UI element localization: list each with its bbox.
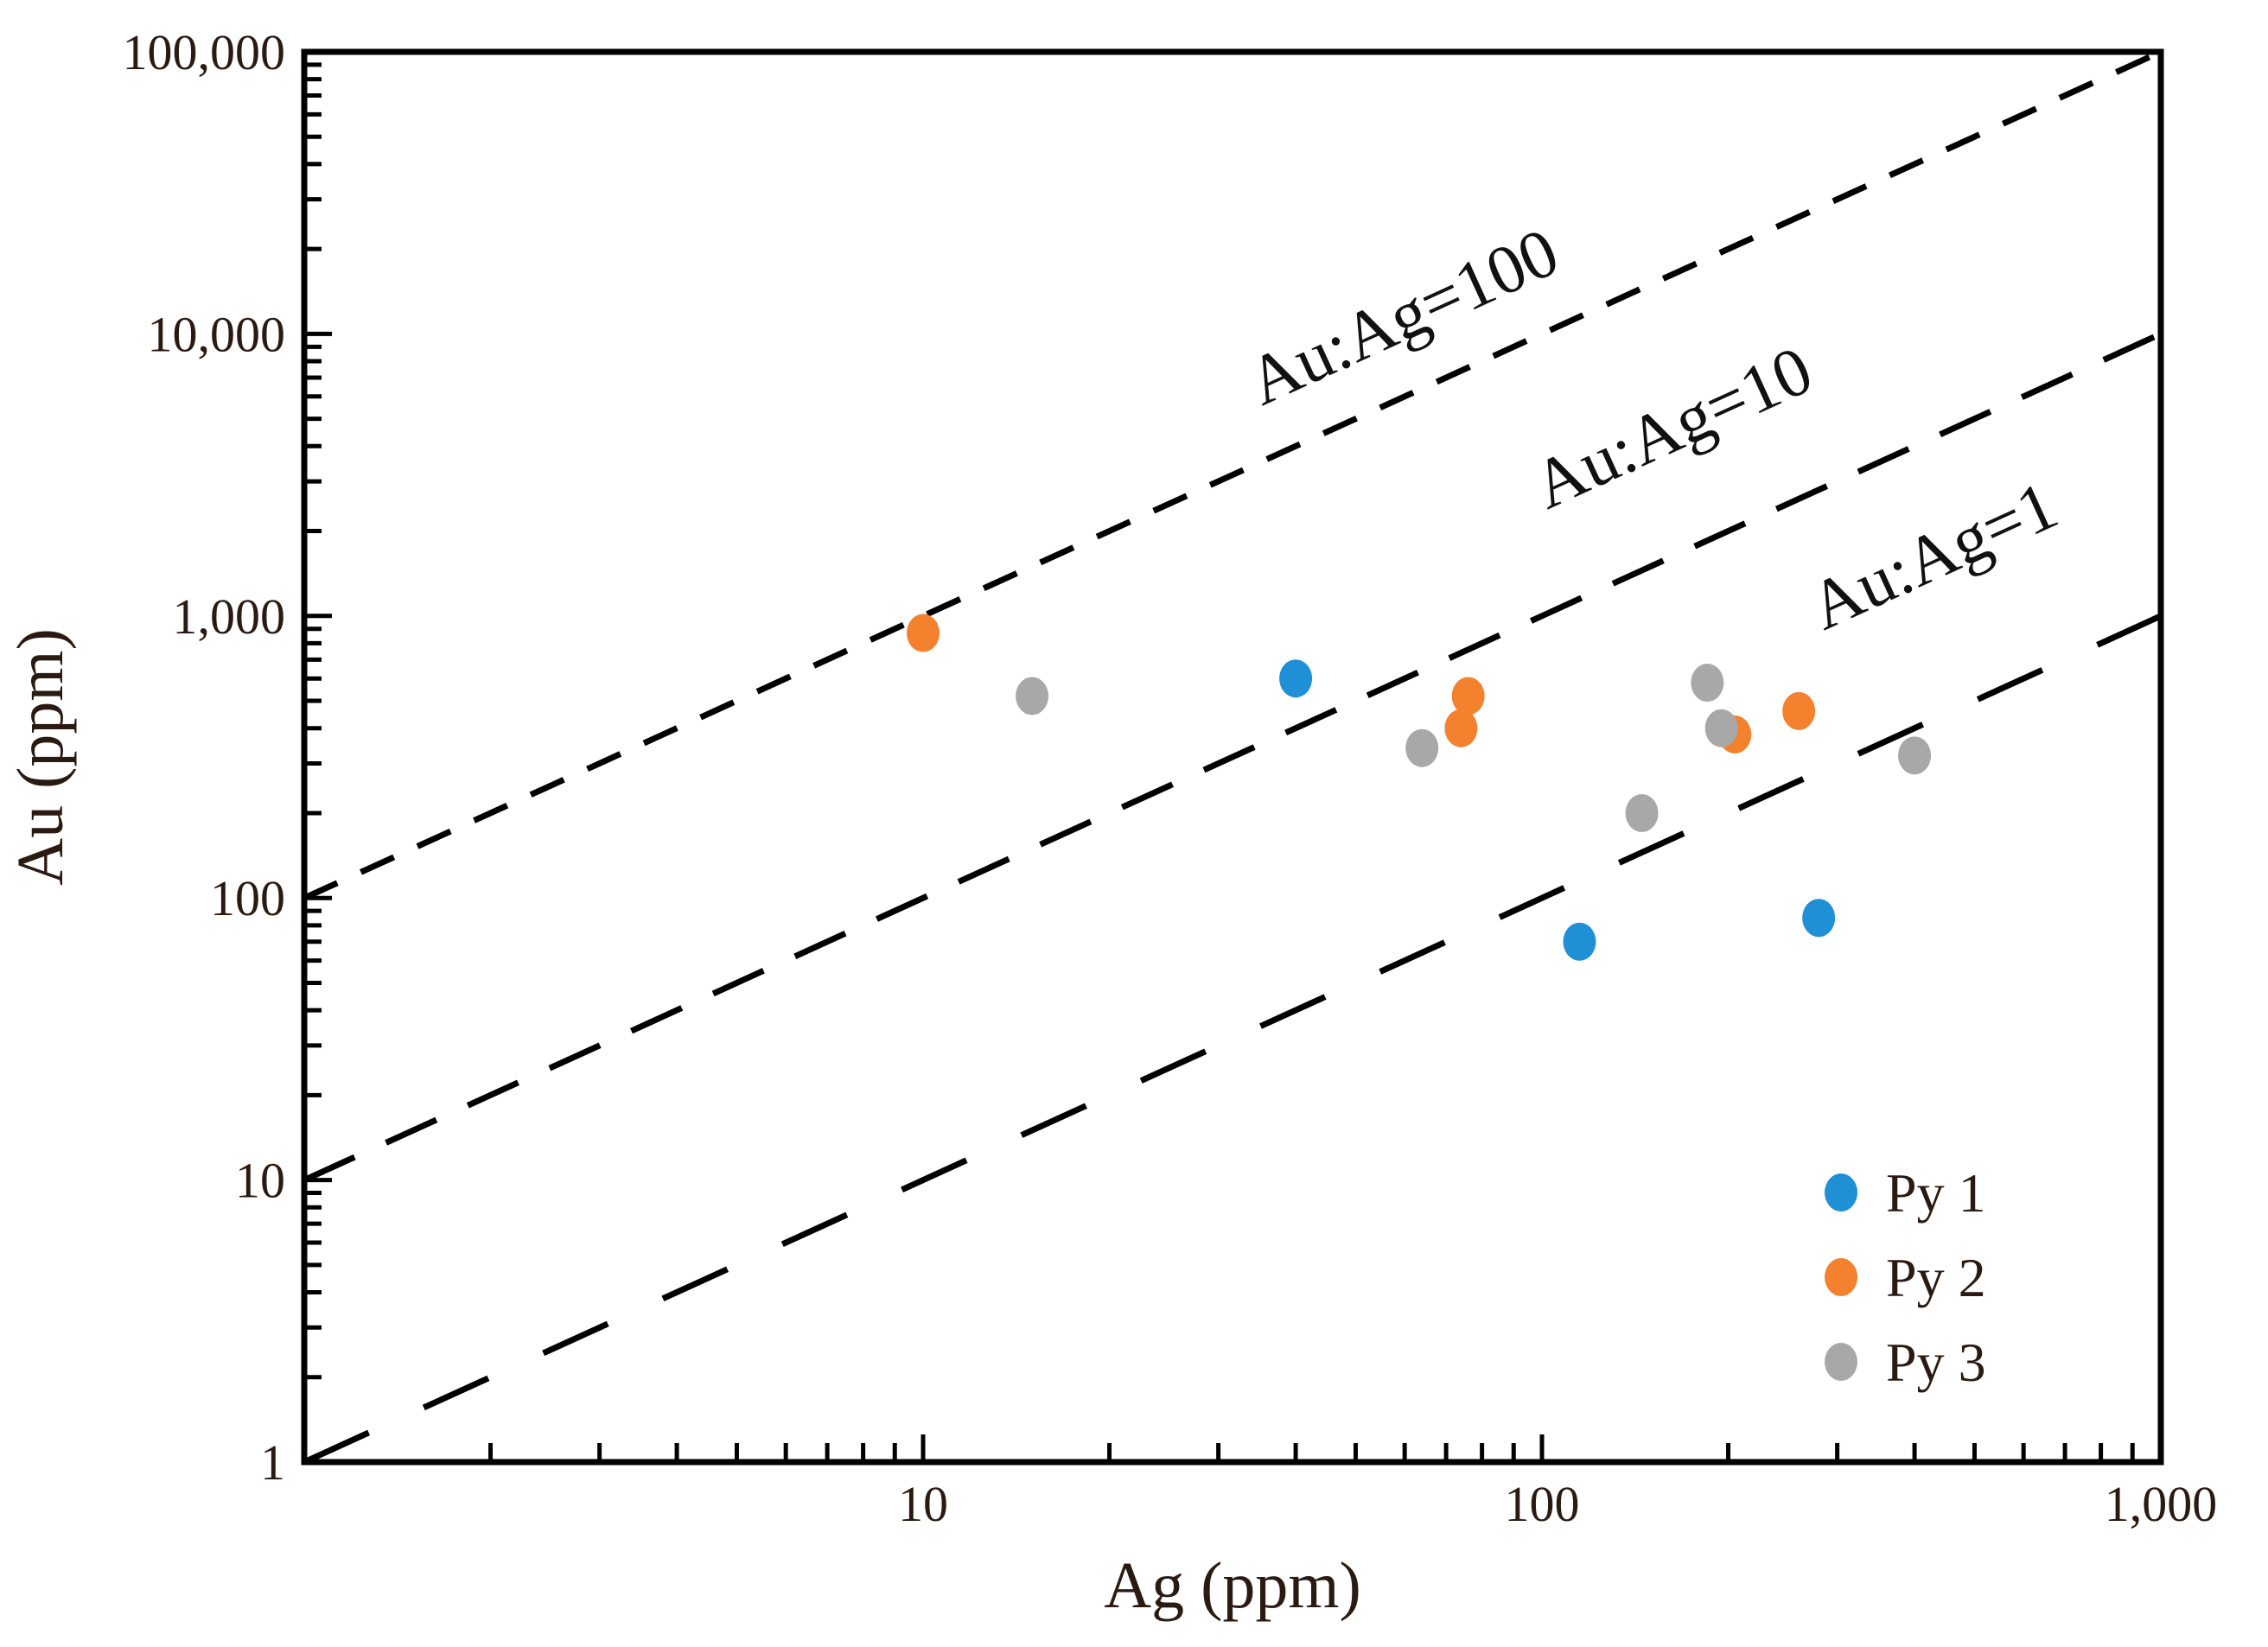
data-point-py-1 <box>1563 922 1596 961</box>
data-point-py-2 <box>1782 691 1816 730</box>
x-tick-label: 10 <box>898 1476 948 1532</box>
plot-frame <box>301 48 2164 1466</box>
reference-line-label-10: Au:Ag=10 <box>1522 332 1824 524</box>
reference-line-1 <box>304 613 2161 1462</box>
y-tick-label: 100 <box>210 870 285 926</box>
y-tick-label: 10 <box>235 1153 285 1209</box>
y-tick-label: 1 <box>260 1434 285 1491</box>
x-tick-label: 1,000 <box>2105 1476 2218 1532</box>
data-point-py-2 <box>907 614 940 652</box>
y-tick-label: 100,000 <box>123 24 286 80</box>
reference-lines <box>304 52 2161 1462</box>
data-points <box>907 614 1932 961</box>
legend: Py 1 Py 2 Py 3 <box>1825 1162 1986 1393</box>
legend-marker-py-3 <box>1825 1343 1857 1381</box>
legend-marker-py-1 <box>1825 1173 1857 1211</box>
reference-line-10 <box>304 331 2161 1183</box>
data-point-py-3 <box>1704 709 1738 747</box>
reference-line-label-100: Au:Ag=100 <box>1237 213 1570 420</box>
data-point-py-1 <box>1279 659 1313 698</box>
y-axis-ticks: 1 10 100 1,000 10,000 100,000 <box>123 24 332 1491</box>
data-point-py-1 <box>1802 899 1836 938</box>
legend-marker-py-2 <box>1825 1258 1857 1296</box>
data-point-py-3 <box>1405 728 1439 767</box>
legend-label-py-1: Py 1 <box>1886 1162 1986 1224</box>
data-point-py-2 <box>1451 677 1485 715</box>
data-point-py-2 <box>1444 709 1478 747</box>
legend-label-py-2: Py 2 <box>1886 1247 1986 1308</box>
y-tick-label: 1,000 <box>173 588 286 645</box>
legend-label-py-3: Py 3 <box>1886 1332 1986 1393</box>
reference-line-label-1: Au:Ag=1 <box>1799 467 2068 645</box>
data-point-py-3 <box>1898 736 1932 775</box>
data-point-py-3 <box>1016 677 1049 715</box>
reference-line-100 <box>304 52 2161 901</box>
y-axis-title: Au (ppm) <box>4 628 77 886</box>
x-tick-label: 100 <box>1505 1476 1580 1532</box>
x-axis-ticks: 10 100 1,000 <box>488 1434 2218 1532</box>
data-point-py-3 <box>1625 793 1659 832</box>
x-axis-title: Ag (ppm) <box>1104 1549 1361 1622</box>
data-point-py-3 <box>1691 664 1724 703</box>
y-tick-label: 10,000 <box>148 306 286 362</box>
